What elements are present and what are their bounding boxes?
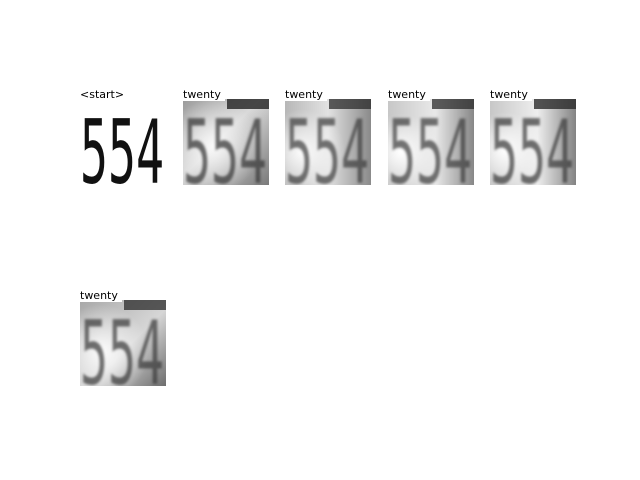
digits-text: 554 [490,101,574,185]
panel-label: <start> [80,88,129,101]
panel-twenty-4: twenty 554 [490,88,576,185]
panel-label: twenty [183,88,225,101]
digit-image-554: 554 [80,300,166,386]
digit-image-554: 554 [285,99,371,185]
panel-twenty-5: twenty 554 [80,289,166,386]
digit-image-554: 554 [183,99,269,185]
digits-text: 554 [183,101,267,185]
digit-image-554: 554 [80,99,166,185]
panel-twenty-3: twenty 554 [388,88,474,185]
panel-label: twenty [388,88,430,101]
panel-label: twenty [80,289,122,302]
digit-image-554: 554 [388,99,474,185]
panel-start: <start> 554 [80,88,166,185]
digits-text: 554 [80,302,164,386]
panel-label: twenty [490,88,532,101]
panel-twenty-1: twenty 554 [183,88,269,185]
panel-label: twenty [285,88,327,101]
digits-text: 554 [80,101,164,185]
panel-twenty-2: twenty 554 [285,88,371,185]
digits-text: 554 [285,101,369,185]
digit-image-554: 554 [490,99,576,185]
digits-text: 554 [388,101,472,185]
